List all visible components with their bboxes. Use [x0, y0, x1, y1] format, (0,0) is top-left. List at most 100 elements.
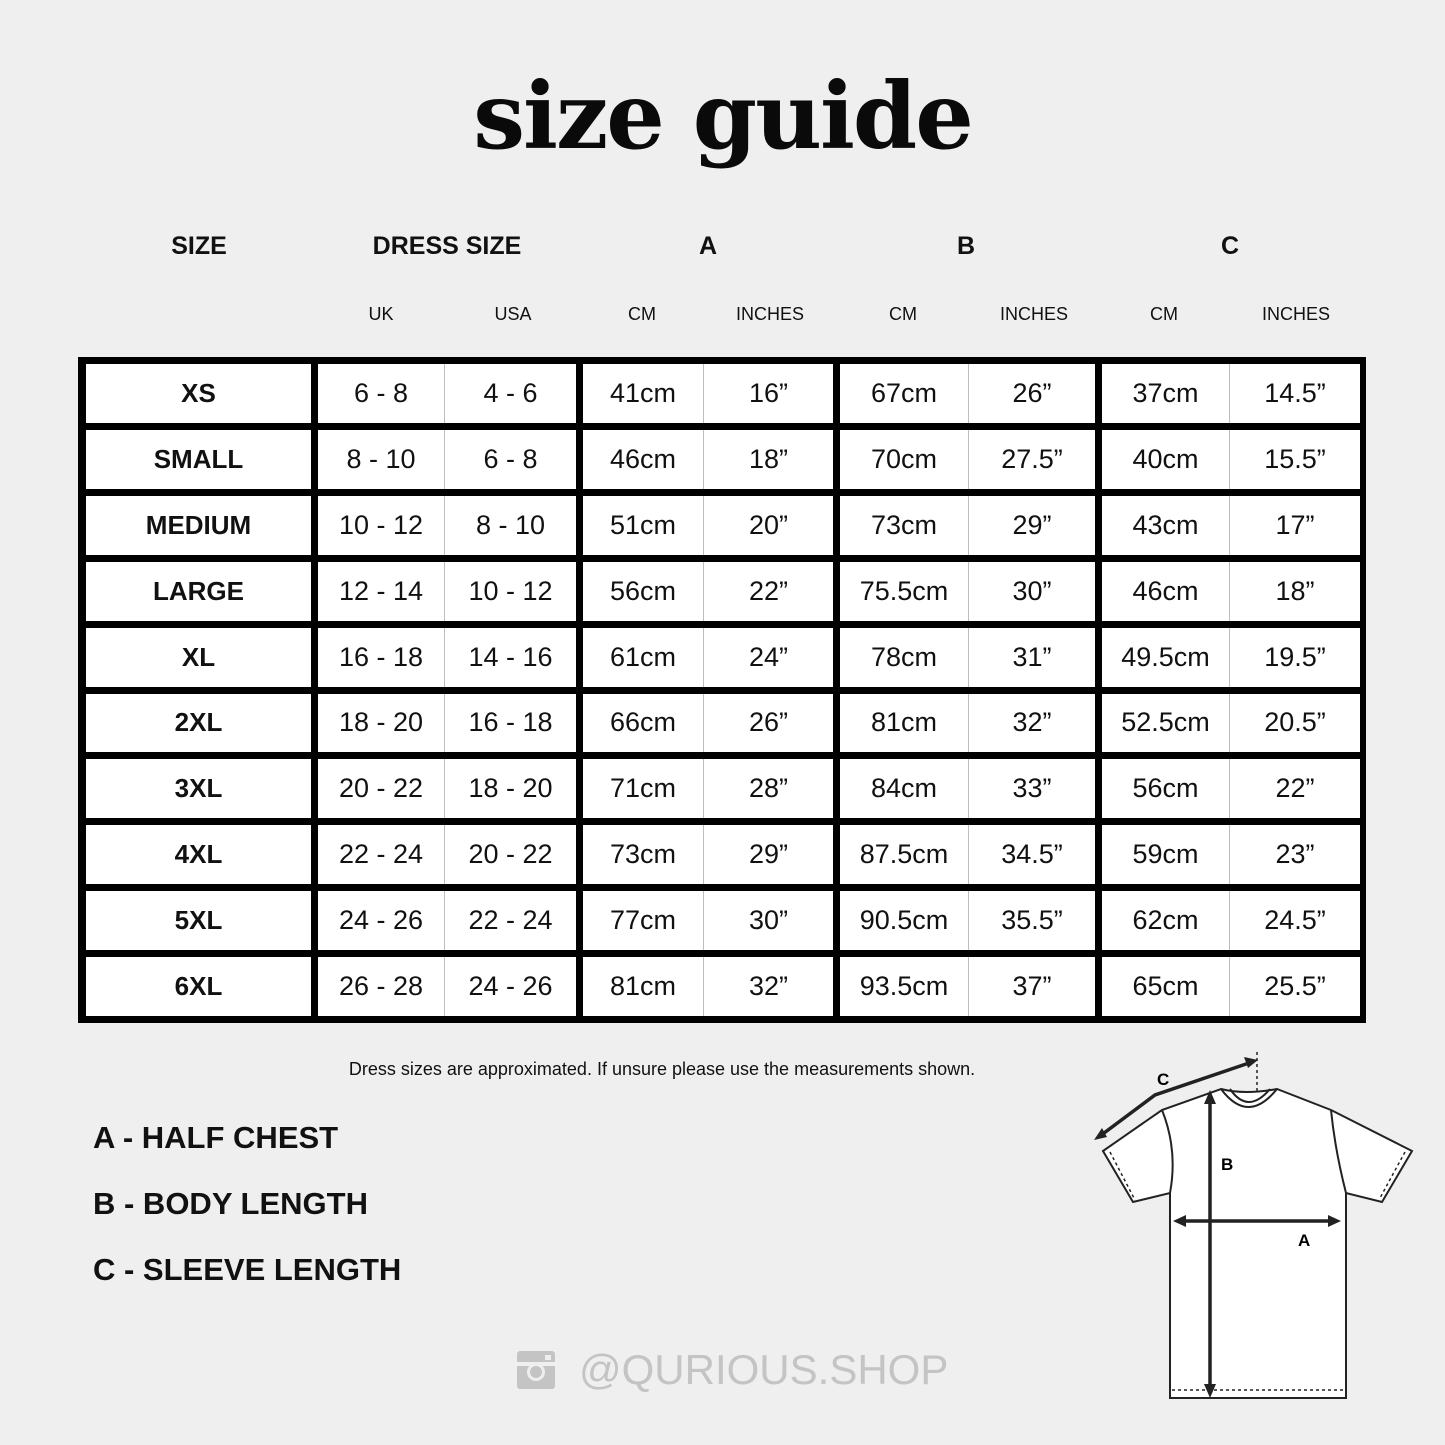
column-divider — [703, 495, 704, 555]
column-group-divider — [833, 759, 840, 819]
column-group-divider — [576, 957, 583, 1016]
table-cell: 14.5” — [1230, 364, 1360, 423]
table-cell: 32” — [704, 957, 833, 1016]
table-cell: 10 - 12 — [318, 495, 444, 555]
legend-sleeve-length: C - SLEEVE LENGTH — [93, 1252, 402, 1287]
subheader-a-cm: CM — [628, 304, 656, 324]
table-cell: 16” — [704, 364, 833, 423]
table-cell: 20” — [704, 495, 833, 555]
table-cell: 26” — [704, 693, 833, 753]
table-cell: 16 - 18 — [445, 693, 576, 753]
table-cell: 73cm — [840, 495, 968, 555]
table-cell: 30” — [969, 561, 1095, 621]
page-title: size guide — [473, 62, 974, 170]
column-group-divider — [833, 495, 840, 555]
table-cell: 37” — [969, 957, 1095, 1016]
column-divider — [444, 891, 445, 951]
table-cell: 46cm — [1102, 561, 1229, 621]
diagram-label-b: B — [1221, 1155, 1233, 1174]
size-label-cell: 6XL — [86, 957, 311, 1016]
column-group-divider — [576, 693, 583, 753]
table-cell: 93.5cm — [840, 957, 968, 1016]
table-cell: 22” — [1230, 759, 1360, 819]
diagram-label-c: C — [1157, 1070, 1169, 1089]
column-group-divider — [311, 825, 318, 885]
column-divider — [1229, 561, 1230, 621]
column-divider — [703, 429, 704, 489]
column-group-divider — [576, 825, 583, 885]
size-label-cell: 4XL — [86, 825, 311, 885]
column-divider — [968, 429, 969, 489]
table-row: XL 16 - 18 14 - 16 61cm 24” 78cm 31” 49.5cm 19.5… — [86, 627, 1360, 687]
table-cell: 31” — [969, 627, 1095, 687]
size-label-cell: 3XL — [86, 759, 311, 819]
column-group-divider — [311, 429, 318, 489]
header-size: SIZE — [171, 232, 227, 260]
column-divider — [1229, 759, 1230, 819]
column-divider — [1229, 627, 1230, 687]
column-group-divider — [311, 364, 318, 423]
column-divider — [703, 891, 704, 951]
column-divider — [444, 825, 445, 885]
table-cell: 20 - 22 — [445, 825, 576, 885]
column-group-divider — [311, 627, 318, 687]
table-cell: 28” — [704, 759, 833, 819]
diagram-label-a: A — [1298, 1231, 1310, 1250]
table-cell: 77cm — [583, 891, 703, 951]
table-cell: 56cm — [583, 561, 703, 621]
column-group-divider — [576, 364, 583, 423]
column-group-divider — [576, 759, 583, 819]
column-divider — [968, 957, 969, 1016]
column-group-divider — [576, 561, 583, 621]
column-divider — [968, 561, 969, 621]
column-divider — [1229, 957, 1230, 1016]
table-cell: 75.5cm — [840, 561, 968, 621]
column-group-divider — [1095, 627, 1102, 687]
column-divider — [703, 364, 704, 423]
size-label-cell: XS — [86, 364, 311, 423]
subheader-c-cm: CM — [1150, 304, 1178, 324]
column-group-divider — [311, 957, 318, 1016]
table-cell: 26 - 28 — [318, 957, 444, 1016]
column-group-divider — [833, 627, 840, 687]
column-divider — [444, 495, 445, 555]
column-group-divider — [833, 957, 840, 1016]
column-group-divider — [1095, 693, 1102, 753]
table-cell: 24.5” — [1230, 891, 1360, 951]
column-group-divider — [1095, 825, 1102, 885]
column-group-divider — [576, 891, 583, 951]
table-cell: 32” — [969, 693, 1095, 753]
table-cell: 8 - 10 — [445, 495, 576, 555]
subheader-uk: UK — [368, 304, 394, 324]
size-label-cell: SMALL — [86, 429, 311, 489]
table-cell: 15.5” — [1230, 429, 1360, 489]
column-divider — [703, 759, 704, 819]
column-divider — [1229, 364, 1230, 423]
table-cell: 26” — [969, 364, 1095, 423]
table-cell: 37cm — [1102, 364, 1229, 423]
measure-arrows — [1098, 1060, 1336, 1390]
subheader-a-inches: INCHES — [735, 304, 805, 324]
column-group-divider — [1095, 364, 1102, 423]
table-cell: 27.5” — [969, 429, 1095, 489]
column-group-divider — [1095, 429, 1102, 489]
table-row: 3XL 20 - 22 18 - 20 71cm 28” 84cm 33” 56cm 22” — [86, 759, 1360, 819]
table-cell: 62cm — [1102, 891, 1229, 951]
column-divider — [444, 957, 445, 1016]
table-cell: 78cm — [840, 627, 968, 687]
table-cell: 12 - 14 — [318, 561, 444, 621]
table-cell: 18 - 20 — [445, 759, 576, 819]
subheader-c-inches: INCHES — [1261, 304, 1331, 324]
subheader-usa: USA — [494, 304, 532, 324]
table-cell: 8 - 10 — [318, 429, 444, 489]
column-group-divider — [1095, 957, 1102, 1016]
table-cell: 16 - 18 — [318, 627, 444, 687]
table-cell: 22 - 24 — [318, 825, 444, 885]
legend-half-chest: A - HALF CHEST — [93, 1120, 339, 1155]
table-cell: 18” — [1230, 561, 1360, 621]
table-cell: 66cm — [583, 693, 703, 753]
column-divider — [444, 561, 445, 621]
column-group-divider — [1095, 561, 1102, 621]
table-cell: 51cm — [583, 495, 703, 555]
